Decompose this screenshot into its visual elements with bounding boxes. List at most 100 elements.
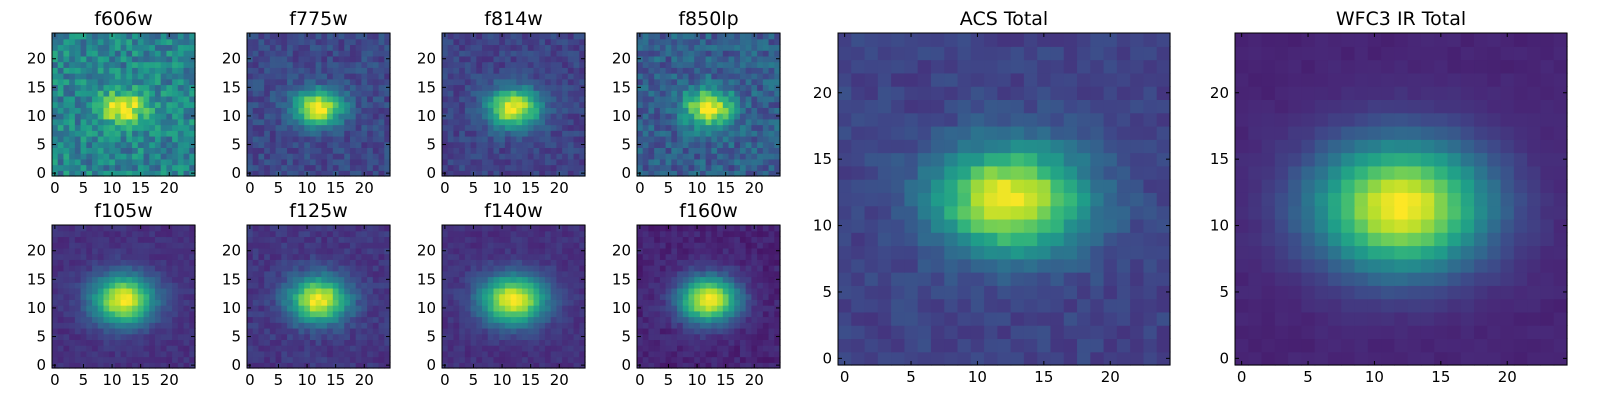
heatmap-cell — [298, 141, 305, 148]
heatmap-cell — [275, 345, 282, 352]
heatmap-cell — [252, 50, 260, 57]
heatmap-cell — [349, 130, 357, 137]
heatmap-cell — [120, 305, 127, 312]
heatmap-cell — [510, 225, 517, 232]
heatmap-cell — [361, 50, 368, 57]
heatmap-cell — [160, 345, 167, 352]
heatmap-cell — [774, 327, 781, 335]
heatmap-cell — [522, 305, 529, 312]
heatmap-cell — [453, 84, 460, 91]
heatmap-cell — [499, 118, 506, 126]
heatmap-cell — [183, 147, 190, 154]
heatmap-cell — [516, 50, 523, 57]
heatmap-cell — [177, 293, 185, 300]
heatmap-cell — [562, 135, 569, 143]
heatmap-cell — [447, 78, 455, 86]
heatmap-cell — [132, 270, 139, 278]
heatmap-cell — [74, 158, 82, 166]
heatmap-cell — [539, 310, 546, 318]
heatmap-cell — [745, 305, 752, 312]
heatmap-cell — [361, 333, 368, 340]
heatmap-cell — [57, 158, 65, 166]
heatmap-cell — [361, 67, 368, 74]
heatmap-cell — [57, 265, 65, 272]
heatmap-cell — [476, 101, 483, 108]
heatmap-cell — [442, 147, 449, 154]
heatmap-cell — [252, 61, 260, 68]
heatmap-cell — [86, 55, 93, 63]
heatmap-cell — [499, 253, 506, 260]
heatmap-cell — [671, 84, 678, 91]
heatmap-cell — [739, 61, 747, 68]
heatmap-cell — [728, 61, 735, 68]
heatmap-cell — [682, 118, 690, 126]
heatmap-cell — [344, 270, 351, 278]
heatmap-cell — [166, 113, 173, 120]
heatmap-cell — [453, 310, 460, 318]
heatmap-cell — [510, 333, 517, 340]
heatmap-cell — [544, 38, 552, 46]
heatmap-cell — [504, 242, 512, 249]
heatmap-cell — [453, 270, 460, 278]
heatmap-cell — [510, 164, 517, 171]
heatmap-cell — [109, 253, 116, 260]
heatmap-cell — [372, 305, 380, 312]
heatmap-cell — [476, 236, 483, 243]
heatmap-cell — [516, 333, 523, 340]
heatmap-cell — [567, 225, 575, 232]
heatmap-cell — [711, 147, 718, 154]
heatmap-cell — [258, 50, 265, 57]
heatmap-cell — [539, 55, 546, 63]
heatmap-cell — [378, 73, 385, 80]
heatmap-cell — [544, 55, 552, 63]
heatmap-cell — [544, 164, 552, 171]
heatmap-cell — [264, 293, 271, 300]
heatmap-cell — [189, 73, 196, 80]
heatmap-cell — [705, 305, 712, 312]
heatmap-cell — [103, 276, 110, 283]
heatmap-cell — [149, 130, 156, 137]
heatmap-cell — [722, 73, 730, 80]
heatmap-cell — [642, 73, 650, 80]
heatmap-cell — [378, 259, 385, 266]
heatmap-cell — [378, 322, 385, 329]
heatmap-cell — [367, 287, 374, 295]
heatmap-cell — [482, 310, 489, 318]
heatmap-cell — [126, 147, 133, 154]
heatmap-cell — [694, 333, 701, 340]
heatmap-cell — [654, 38, 661, 46]
heatmap-cell — [573, 38, 580, 46]
heatmap-cell — [527, 247, 535, 255]
heatmap-cell — [384, 270, 391, 278]
heatmap-cell — [699, 356, 707, 363]
heatmap-cell — [762, 316, 770, 323]
heatmap-cell — [493, 67, 500, 74]
heatmap-cell — [453, 158, 460, 166]
heatmap-cell — [699, 322, 707, 329]
heatmap-cell — [355, 242, 362, 249]
heatmap-cell — [717, 124, 724, 131]
heatmap-cell — [665, 158, 672, 166]
heatmap-cell — [705, 322, 712, 329]
heatmap-cell — [527, 44, 535, 51]
heatmap-cell — [527, 265, 535, 272]
heatmap-cell — [361, 164, 368, 171]
heatmap-cell — [52, 118, 59, 126]
heatmap-cell — [327, 287, 334, 295]
heatmap-cell — [470, 124, 477, 131]
heatmap-cell — [154, 236, 162, 243]
heatmap-cell — [579, 282, 586, 289]
heatmap-cell — [757, 50, 764, 57]
heatmap-cell — [539, 276, 546, 283]
heatmap-cell — [166, 130, 173, 137]
heatmap-cell — [504, 333, 512, 340]
heatmap-cell — [482, 158, 489, 166]
heatmap-cell — [762, 44, 770, 51]
heatmap-cell — [774, 67, 781, 74]
heatmap-cell — [745, 293, 752, 300]
heatmap-cell — [338, 287, 345, 295]
heatmap-cell — [63, 356, 70, 363]
heatmap-cell — [247, 230, 254, 238]
heatmap-cell — [120, 107, 127, 114]
